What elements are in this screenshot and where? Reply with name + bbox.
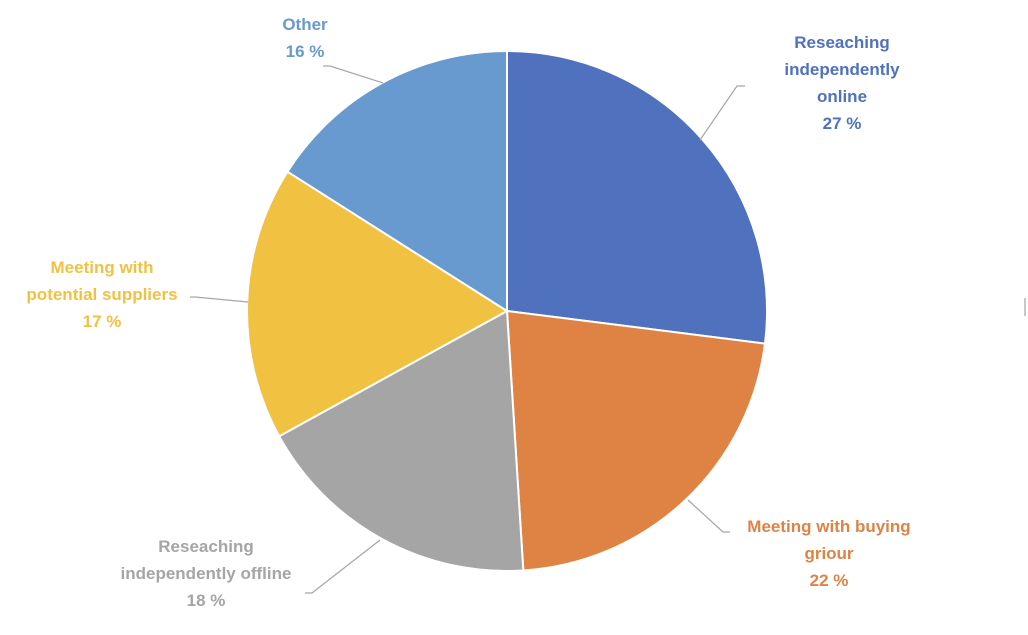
- data-label: Meeting with potential suppliers 17 %: [26, 258, 177, 331]
- data-label-category: griour: [804, 544, 853, 563]
- data-label-category: Meeting with buying: [747, 517, 910, 536]
- pie-slice: [506, 50, 768, 345]
- data-label-value: 27 %: [823, 114, 862, 133]
- data-label-category: Meeting with: [51, 258, 154, 277]
- leader-line: [699, 85, 745, 141]
- data-label: Other 16 %: [282, 15, 328, 61]
- pie-slice: [506, 310, 766, 572]
- data-label-category: online: [817, 87, 867, 106]
- data-label-category: independently offline: [121, 564, 292, 583]
- slices-layer: [246, 50, 768, 572]
- data-label-category: Other: [282, 15, 328, 34]
- data-label-category: potential suppliers: [26, 285, 177, 304]
- data-label-value: 18 %: [187, 591, 226, 610]
- data-label-category: Reseaching: [158, 537, 253, 556]
- data-label: Meeting with buying griour 22 %: [747, 517, 910, 590]
- data-label-category: Reseaching: [794, 33, 889, 52]
- data-label-value: 16 %: [286, 42, 325, 61]
- data-label-value: 22 %: [810, 571, 849, 590]
- leader-lines-layer: [190, 65, 745, 594]
- labels-layer: Reseaching independently online 27 % Meeting…: [26, 15, 910, 610]
- leader-line: [190, 296, 249, 303]
- pie-slice: [246, 170, 508, 438]
- data-label-category: independently: [784, 60, 900, 79]
- data-label-value: 17 %: [83, 312, 122, 331]
- leader-line: [687, 499, 730, 533]
- data-label: Reseaching independently offline 18 %: [121, 537, 292, 610]
- data-label: Reseaching independently online 27 %: [784, 33, 900, 133]
- pie-slice: [278, 310, 525, 572]
- edge-mark: [1024, 298, 1026, 316]
- leader-line: [305, 539, 381, 594]
- leader-line: [323, 65, 384, 84]
